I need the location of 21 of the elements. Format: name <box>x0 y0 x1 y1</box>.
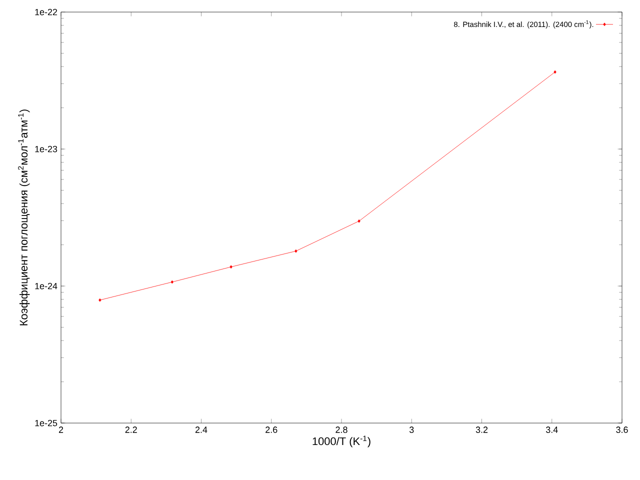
x-tick-label: 3 <box>409 426 414 433</box>
point <box>170 280 174 284</box>
x-tick-label: 2.4 <box>195 426 208 433</box>
x-axis-title: 1000/T (K$^{-1}$) <box>312 436 370 448</box>
point <box>358 219 360 223</box>
point <box>554 70 556 74</box>
point <box>230 265 232 269</box>
x-tick-label: 2 <box>58 426 64 433</box>
y-axis-title: Коэффициент поглощения (см$^{2}$мол$^{-1}$атм$^{-1}$) <box>18 110 30 326</box>
x-tick-label: 2.6 <box>266 426 278 433</box>
x-tick-label: 3.2 <box>476 426 488 433</box>
point <box>98 298 102 302</box>
y-tick-label: 1e-23 <box>35 146 58 152</box>
y-tick-label: 1e-22 <box>35 8 58 16</box>
point <box>294 249 298 253</box>
x-tick-label: 2.8 <box>336 426 348 433</box>
x-tick-label: 3.4 <box>546 426 558 433</box>
y-tick-label: 1e-25 <box>35 420 58 426</box>
y-tick-label: 1e-24 <box>35 282 58 290</box>
x-tick-label: 2.2 <box>125 426 137 433</box>
x-tick-label: 3.6 <box>616 426 628 433</box>
